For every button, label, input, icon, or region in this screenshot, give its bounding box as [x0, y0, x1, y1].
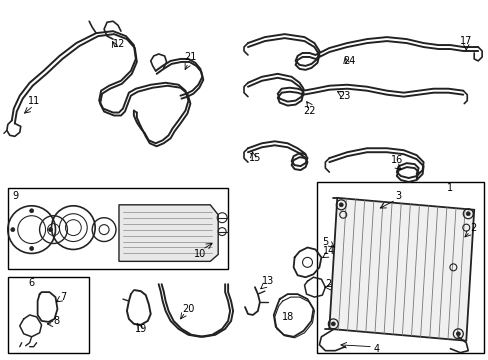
Text: 8: 8 [53, 316, 60, 326]
Text: 6: 6 [28, 278, 35, 288]
Text: 25: 25 [325, 279, 337, 289]
Text: 23: 23 [337, 91, 350, 101]
Text: 16: 16 [390, 155, 402, 165]
Text: 10: 10 [194, 249, 206, 260]
Bar [317, 182, 483, 353]
Text: 5: 5 [322, 237, 328, 247]
Text: 14: 14 [323, 247, 335, 256]
Text: 7: 7 [60, 292, 66, 302]
Text: 1: 1 [447, 183, 452, 193]
Circle shape [466, 212, 469, 216]
Text: 12: 12 [113, 39, 125, 49]
Circle shape [455, 332, 459, 336]
Bar [8, 277, 89, 353]
Circle shape [30, 209, 34, 213]
Text: 24: 24 [342, 56, 355, 66]
Text: 17: 17 [459, 36, 471, 46]
Polygon shape [328, 198, 473, 341]
Text: 11: 11 [27, 96, 40, 105]
Text: 19: 19 [134, 324, 146, 334]
Text: 21: 21 [184, 52, 196, 62]
Text: 2: 2 [469, 222, 475, 233]
Text: 22: 22 [303, 105, 315, 116]
Text: 13: 13 [261, 276, 273, 286]
Bar [8, 188, 228, 269]
Text: 3: 3 [395, 191, 401, 201]
Text: 4: 4 [373, 344, 379, 354]
Circle shape [30, 247, 34, 251]
Circle shape [48, 228, 52, 231]
Text: 18: 18 [281, 312, 293, 322]
Circle shape [11, 228, 15, 231]
Text: 15: 15 [248, 153, 261, 163]
Circle shape [331, 322, 335, 326]
Circle shape [339, 203, 343, 207]
Polygon shape [119, 205, 218, 261]
Text: 20: 20 [182, 304, 194, 314]
Text: 9: 9 [13, 191, 19, 201]
